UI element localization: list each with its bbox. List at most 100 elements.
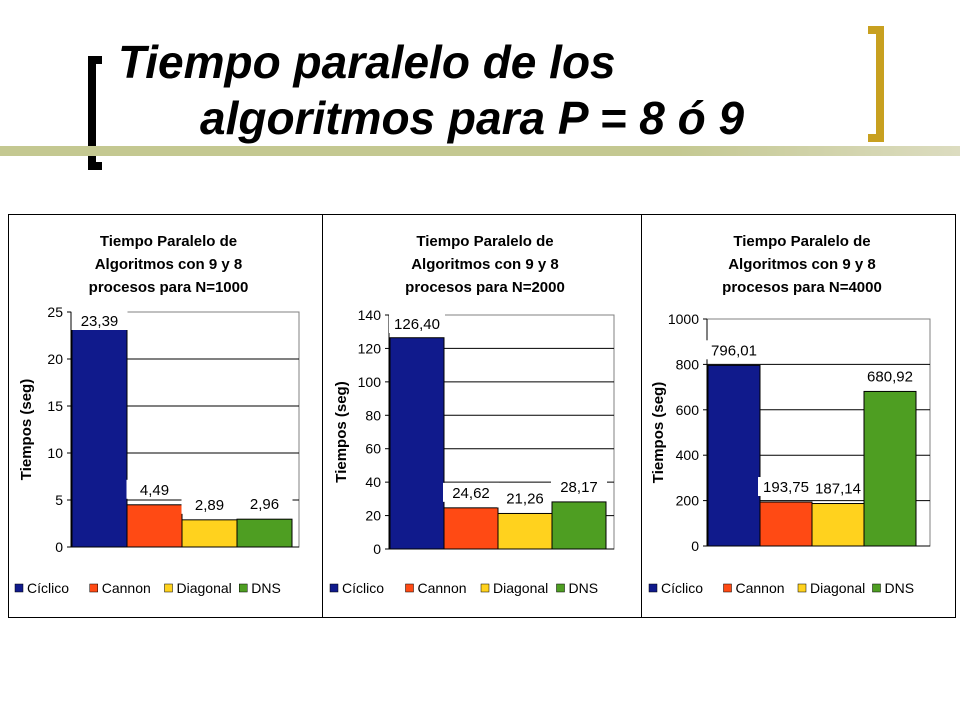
y-tick-label: 0: [691, 538, 699, 554]
bar-cannon: [759, 501, 813, 547]
legend-swatch: [480, 583, 490, 593]
legend-swatch: [648, 583, 658, 593]
y-tick-label: 20: [365, 508, 381, 524]
legend-swatch: [14, 583, 24, 593]
data-label: 28,17: [560, 479, 598, 496]
legend-label: Cannon: [736, 580, 785, 596]
legend-label: Cíclico: [27, 580, 69, 596]
y-tick-label: 0: [373, 541, 381, 557]
y-tick-label: 60: [365, 441, 381, 457]
data-label-bg: [810, 478, 866, 498]
y-tick-label: 5: [55, 492, 63, 508]
chart-title-line: procesos para N=1000: [89, 279, 249, 296]
chart-divider-2: [641, 214, 642, 618]
legend-label: Cannon: [102, 580, 151, 596]
chart-title-line: procesos para N=4000: [722, 279, 882, 296]
y-tick-label: 200: [676, 493, 700, 509]
y-axis-label: Tiempos (seg): [18, 379, 35, 480]
y-tick-label: 600: [676, 402, 700, 418]
legend-label: DNS: [885, 580, 915, 596]
data-label-bg: [126, 479, 183, 499]
legend-label: Cíclico: [661, 580, 703, 596]
data-label: 24,62: [452, 485, 490, 502]
legend-label: Diagonal: [810, 580, 865, 596]
legend-label: Diagonal: [493, 580, 548, 596]
y-tick-label: 140: [358, 307, 382, 323]
data-label: 126,40: [394, 316, 440, 333]
chart-n1000: Tiempo Paralelo de Algoritmos con 9 y 8 pr…: [14, 233, 300, 596]
data-label: 680,92: [867, 368, 913, 385]
chart-title-line: Tiempo Paralelo de: [100, 233, 237, 250]
chart-title-line: Algoritmos con 9 y 8: [411, 256, 559, 273]
y-axis-label: Tiempos (seg): [333, 381, 350, 482]
slide-title: Tiempo paralelo de los algoritmos para P…: [118, 34, 878, 146]
chart-title-line: Algoritmos con 9 y 8: [728, 256, 876, 273]
data-label: 23,39: [81, 313, 119, 330]
left-bracket-decoration: [88, 56, 102, 170]
y-tick-label: 10: [47, 445, 63, 461]
y-tick-label: 100: [358, 374, 382, 390]
bar-cannon: [126, 504, 183, 548]
y-axis-label: Tiempos (seg): [650, 382, 667, 483]
data-label-bg: [758, 477, 814, 497]
data-label-bg: [181, 494, 238, 514]
data-label-bg: [862, 366, 918, 386]
legend-label: Diagonal: [177, 580, 232, 596]
data-label-bg: [497, 488, 553, 508]
data-label-bg: [389, 314, 445, 333]
chart-title-line: Algoritmos con 9 y 8: [95, 256, 243, 273]
legend-swatch: [239, 583, 248, 593]
legend-swatch: [797, 583, 807, 593]
legend-swatch: [329, 583, 339, 593]
data-label-bg: [236, 494, 293, 514]
legend-swatch: [723, 583, 732, 593]
data-label: 2,89: [195, 497, 224, 514]
legend-label: DNS: [251, 580, 281, 596]
y-tick-label: 0: [55, 539, 63, 555]
data-label: 187,14: [815, 481, 861, 498]
right-bracket-decoration: [868, 26, 884, 142]
bar-cannon: [443, 507, 499, 550]
data-label-bg: [443, 482, 499, 502]
legend-label: DNS: [569, 580, 599, 596]
chart-n4000: Tiempo Paralelo de Algoritmos con 9 y 8 pr…: [648, 233, 931, 596]
chart-n2000: Tiempo Paralelo de Algoritmos con 9 y 8 pr…: [329, 233, 615, 596]
chart-title-line: Tiempo Paralelo de: [733, 233, 870, 250]
slide-title-line1: Tiempo paralelo de los: [118, 36, 616, 88]
data-label-bg: [706, 340, 762, 360]
y-tick-label: 15: [47, 398, 63, 414]
y-tick-label: 800: [676, 356, 700, 372]
bar-diagonal: [497, 512, 553, 550]
chart-title-line: Tiempo Paralelo de: [416, 233, 553, 250]
y-tick-label: 1000: [668, 311, 699, 327]
y-tick-label: 80: [365, 407, 381, 423]
y-tick-label: 40: [365, 474, 381, 490]
legend-label: Cannon: [418, 580, 467, 596]
y-tick-label: 20: [47, 351, 63, 367]
bar-diagonal: [181, 519, 238, 548]
legend-swatch: [89, 583, 98, 593]
legend-label: Cíclico: [342, 580, 384, 596]
legend-swatch: [164, 583, 173, 593]
bar-cclico: [71, 326, 128, 548]
accent-line: [0, 146, 960, 156]
data-label: 796,01: [711, 342, 757, 359]
data-label: 21,26: [506, 490, 544, 507]
legend-swatch: [405, 583, 414, 593]
legend-swatch: [872, 583, 881, 593]
chart-divider-1: [322, 214, 323, 618]
data-label: 193,75: [763, 479, 809, 496]
bar-diagonal: [811, 503, 865, 547]
data-label: 4,49: [140, 482, 169, 499]
bar-cclico: [389, 337, 445, 550]
y-tick-label: 400: [676, 447, 700, 463]
data-label-bg: [71, 311, 128, 330]
y-tick-label: 25: [47, 304, 63, 320]
y-tick-label: 120: [358, 340, 382, 356]
bar-dns: [863, 390, 917, 547]
bar-cclico: [707, 364, 761, 547]
bar-dns: [236, 518, 293, 548]
bar-dns: [551, 501, 607, 550]
chart-title-line: procesos para N=2000: [405, 279, 565, 296]
data-label: 2,96: [250, 496, 279, 513]
